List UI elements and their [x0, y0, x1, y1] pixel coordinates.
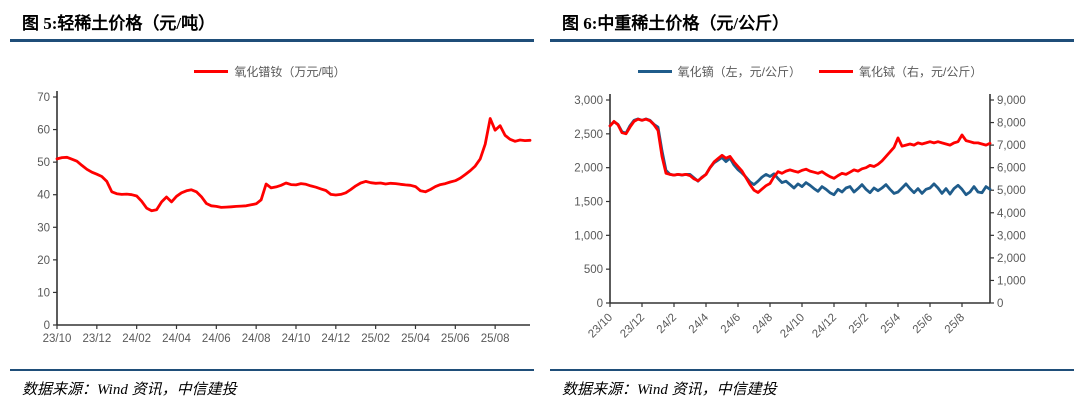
y-tick-label-right: 5,000	[997, 185, 1026, 197]
series-line	[608, 117, 992, 197]
y-tick-label-right: 3,000	[997, 230, 1026, 242]
figure5-title-rule	[10, 39, 534, 42]
figure6-legend: 氧化镝（左，元/公斤） 氧化铽（右，元/公斤）	[540, 63, 1080, 80]
x-tick-label: 25/2	[847, 312, 871, 336]
y-tick-label-right: 8,000	[997, 118, 1026, 130]
figure6-source: 数据来源：Wind 资讯，中信建投	[562, 382, 777, 398]
y-tick-label: 20	[37, 255, 50, 267]
figure5-legend: 氧化镨钕（万元/吨）	[0, 63, 540, 80]
legend-label: 氧化镨钕（万元/吨）	[234, 65, 346, 79]
x-tick-label: 24/10	[778, 312, 807, 341]
x-tick-label: 23/10	[586, 312, 615, 341]
figure6-title: 图 6:中重稀土价格（元/公斤）	[562, 14, 790, 33]
x-tick-label: 23/10	[43, 333, 72, 345]
figure6-panel: 图 6:中重稀土价格（元/公斤） 氧化镝（左，元/公斤） 氧化铽（右，元/公斤） …	[540, 0, 1080, 410]
y-tick-label: 0	[44, 320, 50, 332]
y-tick-label: 50	[37, 157, 50, 169]
legend-swatch	[819, 70, 853, 73]
y-tick-label-right: 9,000	[997, 95, 1026, 107]
y-tick-label: 30	[37, 222, 50, 234]
y-tick-label-right: 7,000	[997, 140, 1026, 152]
x-tick-label: 24/06	[202, 333, 231, 345]
y-tick-label-right: 6,000	[997, 163, 1026, 175]
x-tick-label: 25/08	[481, 333, 510, 345]
x-tick-label: 24/8	[751, 312, 775, 336]
y-tick-label-right: 4,000	[997, 208, 1026, 220]
series-line	[55, 117, 532, 213]
figure5-line-chart: 0 10 20 30 40 50 60 70 23/10 23/12 24/02 24/04 24/06…	[37, 91, 532, 345]
x-tick-label: 24/12	[321, 333, 350, 345]
x-tick-label: 24/08	[242, 333, 271, 345]
legend-swatch	[194, 70, 229, 73]
y-tick-label-right: 0	[997, 298, 1003, 310]
x-tick-label: 25/6	[911, 312, 935, 336]
figure5-title: 图 5:轻稀土价格（元/吨）	[22, 14, 216, 33]
axes: 0 10 20 30 40 50 60 70 23/10 23/12 24/02 24/04 24/06…	[37, 91, 530, 345]
figure5-panel: 图 5:轻稀土价格（元/吨） 氧化镨钕（万元/吨） 0 10 20 30 40 50 60 7…	[0, 14, 540, 398]
x-tick-label: 25/04	[401, 333, 430, 345]
x-tick-label: 24/6	[719, 312, 743, 336]
series-line	[608, 117, 992, 194]
y-tick-label: 60	[37, 125, 50, 137]
legend-label: 氧化镝（左，元/公斤）	[677, 65, 801, 79]
y-tick-label: 2,500	[574, 129, 603, 141]
axes: 0 500 1,000 1,500 2,000 2,500 3,000 0 1,000 2,000…	[574, 94, 1026, 340]
legend-item: 氧化镨钕（万元/吨）	[194, 63, 346, 80]
x-tick-label: 25/06	[441, 333, 470, 345]
legend-label: 氧化铽（右，元/公斤）	[859, 65, 983, 79]
y-tick-label: 1,000	[574, 230, 603, 242]
x-tick-label: 24/02	[122, 333, 151, 345]
x-tick-label: 25/8	[943, 312, 967, 336]
y-tick-label: 3,000	[574, 95, 603, 107]
figure5-source: 数据来源：Wind 资讯，中信建投	[22, 382, 237, 398]
figure5-source-rule	[10, 369, 534, 371]
legend-item: 氧化铽（右，元/公斤）	[819, 63, 982, 80]
figure6-line-chart: 0 500 1,000 1,500 2,000 2,500 3,000 0 1,000 2,000…	[574, 94, 1026, 340]
x-tick-label: 24/12	[810, 312, 839, 341]
x-tick-label: 23/12	[82, 333, 111, 345]
y-tick-label: 2,000	[574, 163, 603, 175]
legend-item: 氧化镝（左，元/公斤）	[637, 63, 801, 80]
x-tick-label: 25/4	[879, 311, 904, 336]
y-tick-label: 10	[37, 287, 50, 299]
y-tick-label-right: 2,000	[997, 253, 1026, 265]
figure6-source-rule	[550, 369, 1074, 371]
y-tick-label-right: 1,000	[997, 275, 1026, 287]
y-tick-label: 40	[37, 190, 50, 202]
legend-swatch	[637, 70, 672, 73]
x-tick-label: 23/12	[618, 312, 647, 341]
y-tick-label: 1,500	[574, 197, 603, 209]
x-tick-label: 24/2	[655, 312, 679, 336]
y-tick-label: 70	[37, 92, 50, 104]
x-tick-label: 24/04	[162, 333, 191, 345]
figure6-title-rule	[550, 39, 1074, 42]
x-tick-label: 24/10	[282, 333, 311, 345]
y-tick-label: 0	[597, 298, 603, 310]
y-tick-label: 500	[584, 264, 603, 276]
x-tick-label: 24/4	[687, 311, 712, 336]
x-tick-label: 25/02	[361, 333, 390, 345]
